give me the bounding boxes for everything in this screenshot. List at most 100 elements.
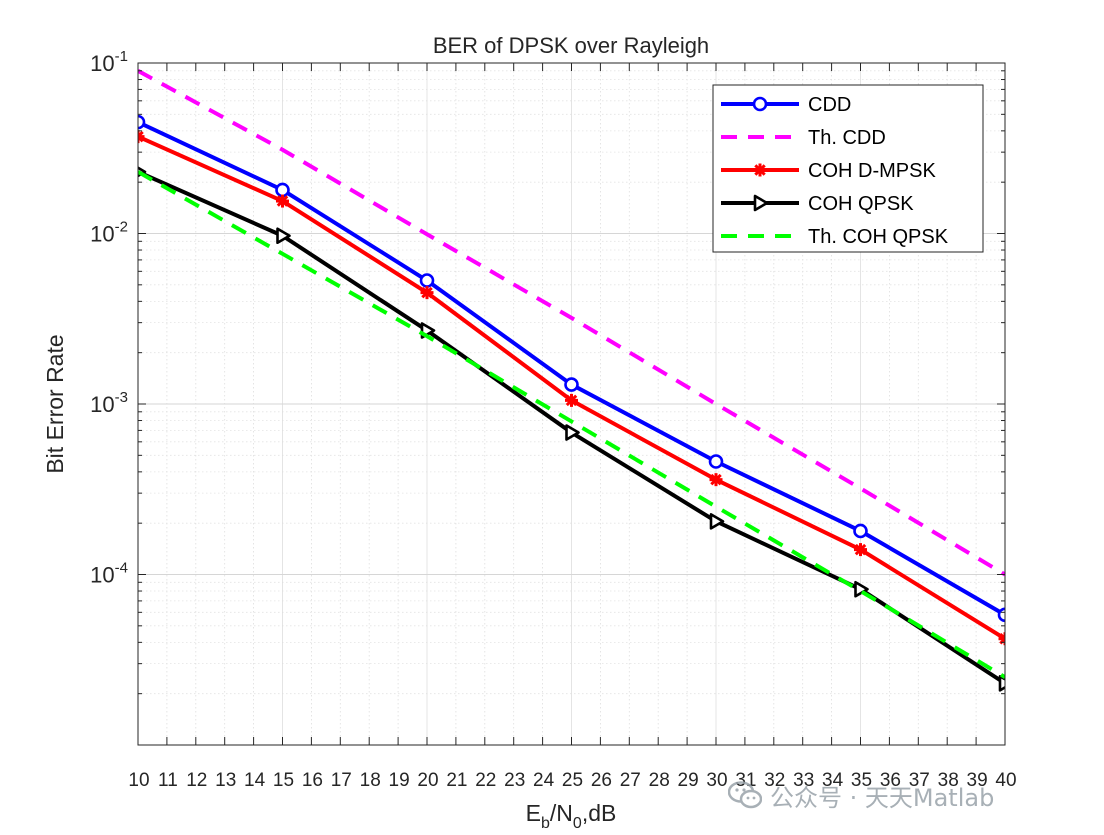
legend-label: Th. CDD (808, 127, 886, 149)
asterisk-stroke (565, 394, 578, 407)
asterisk-stroke (138, 130, 144, 139)
data-point (276, 194, 289, 208)
x-label-base: E (526, 800, 541, 826)
y-tick-base: 10 (90, 222, 114, 247)
x-tick-label: 22 (475, 770, 496, 791)
watermark-text: 公众号 · 天天Matlab (770, 783, 995, 812)
legend-item: CDD (721, 94, 851, 116)
x-tick-label: 25 (562, 770, 583, 791)
x-label-tail: ,dB (582, 800, 617, 826)
legend-label: COH D-MPSK (808, 160, 936, 182)
x-tick-label: 24 (533, 770, 555, 791)
x-tick-label: 15 (273, 770, 294, 791)
x-tick-label: 37 (909, 770, 930, 791)
data-point (275, 182, 290, 198)
x-tick-label: 38 (938, 770, 959, 791)
y-tick-exponent: -4 (115, 560, 128, 577)
series-layer (138, 69, 1005, 692)
series-line (138, 170, 1005, 679)
x-tick-labels: 10 11 12 13 14 15 16 17 18 19 20 21 22 23 24 25 26 27 28 29… (128, 770, 1016, 791)
data-point (753, 163, 767, 177)
legend-item: COH QPSK (721, 193, 914, 215)
legend-label: CDD (808, 94, 851, 116)
x-label-mid: /N (550, 800, 573, 826)
data-point (709, 473, 723, 487)
y-tick-exponent: -1 (115, 48, 128, 65)
x-tick-label: 30 (706, 770, 727, 791)
y-axis-label: Bit Error Rate (42, 334, 68, 473)
data-point (565, 424, 580, 441)
y-tick-label: 10-1 (90, 48, 128, 76)
x-tick-label: 39 (967, 770, 988, 791)
watermark: 公众号 · 天天Matlab (728, 778, 994, 812)
legend-item: Th. COH QPSK (721, 226, 949, 248)
x-tick-label: 16 (302, 770, 323, 791)
y-tick-labels: 10-110-210-310-4 (90, 48, 128, 588)
x-tick-label: 11 (158, 770, 178, 791)
x-tick-label: 26 (591, 770, 612, 791)
y-tick-label: 10-4 (90, 560, 128, 588)
y-tick-exponent: -2 (115, 219, 128, 236)
x-tick-label: 13 (215, 770, 236, 791)
series-coh-d-mpsk (138, 130, 1005, 646)
x-tick-label: 21 (446, 770, 467, 791)
y-tick-label: 10-2 (90, 219, 128, 247)
x-label-sub2: 0 (573, 815, 582, 832)
x-axis-label: Eb/N0,dB (526, 800, 617, 832)
asterisk-stroke (710, 473, 722, 486)
data-point (565, 393, 578, 407)
data-point (752, 96, 768, 112)
x-tick-label: 36 (880, 770, 901, 791)
legend-item: COH D-MPSK (721, 160, 936, 182)
data-point (853, 523, 868, 539)
y-tick-label: 10-3 (90, 389, 128, 417)
asterisk-stroke (854, 543, 867, 556)
series-cdd (138, 114, 1005, 623)
wechat-icon (728, 781, 762, 809)
chart-title: BER of DPSK over Rayleigh (433, 33, 709, 58)
asterisk-stroke (276, 195, 289, 207)
asterisk-stroke (754, 164, 766, 176)
data-point (854, 543, 867, 557)
y-tick-base: 10 (90, 392, 114, 417)
y-tick-base: 10 (90, 51, 114, 76)
y-tick-base: 10 (90, 563, 114, 588)
axis-ticks (137, 62, 1006, 746)
x-tick-label: 20 (417, 770, 438, 791)
series-th-cdd (138, 69, 1005, 577)
x-tick-label: 35 (851, 770, 872, 791)
x-tick-label: 40 (995, 770, 1016, 791)
series-line (138, 69, 1005, 577)
x-tick-label: 12 (186, 770, 207, 791)
data-point (419, 273, 435, 288)
x-tick-label: 10 (128, 770, 149, 791)
series-th-coh-qpsk (138, 170, 1005, 679)
data-point (276, 227, 291, 245)
data-point (564, 377, 579, 392)
x-tick-label: 17 (331, 770, 352, 791)
legend-label: Th. COH QPSK (808, 226, 949, 248)
asterisk-stroke (421, 286, 433, 299)
x-tick-label: 23 (504, 770, 525, 791)
asterisk-stroke (138, 134, 144, 143)
x-tick-label: 27 (620, 770, 641, 791)
x-tick-label: 33 (793, 770, 814, 791)
data-point (753, 194, 769, 212)
data-point (708, 454, 724, 469)
x-tick-label: 19 (389, 770, 410, 791)
x-tick-label: 28 (649, 770, 670, 791)
asterisk-stroke (999, 632, 1005, 641)
legend-label: COH QPSK (808, 193, 914, 215)
data-point (138, 114, 146, 130)
x-tick-label: 29 (678, 770, 699, 791)
y-tick-exponent: -3 (115, 389, 128, 406)
legend: CDD Th. CDD COH D-MPSK COH QPSK Th. COH QPSK (712, 84, 984, 253)
x-tick-label: 32 (764, 770, 785, 791)
x-tick-label: 18 (360, 770, 381, 791)
data-point (138, 130, 145, 144)
x-tick-label: 34 (822, 770, 844, 791)
x-tick-label: 14 (244, 770, 266, 791)
data-point (420, 286, 434, 300)
data-point (709, 513, 725, 530)
